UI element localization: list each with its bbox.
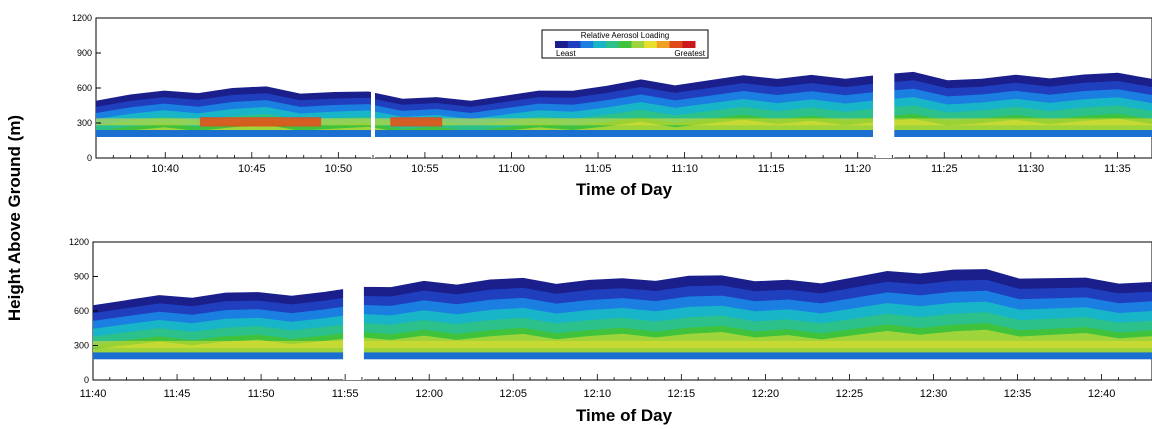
x-tick-label: 12:05	[499, 388, 527, 400]
x-tick-label: 11:10	[671, 163, 698, 175]
high-loading-band	[96, 118, 1152, 126]
y-tick-label: 300	[74, 341, 89, 351]
x-tick-label: 12:20	[752, 388, 780, 400]
x-tick-label: 11:30	[1017, 163, 1044, 175]
y-tick-label: 600	[74, 306, 89, 316]
x-tick-label: 11:20	[844, 163, 871, 175]
y-tick-label: 600	[77, 83, 92, 93]
panel-2-plot-area	[93, 243, 1152, 380]
x-tick-label: 12:40	[1088, 388, 1116, 400]
panel-1-plot-area	[96, 19, 1152, 158]
legend-low-label: Least	[556, 49, 576, 58]
legend-color-swatch	[682, 41, 696, 48]
x-tick-label: 12:10	[584, 388, 612, 400]
y-tick-label: 900	[74, 272, 89, 282]
x-tick-label: 12:25	[836, 388, 864, 400]
x-tick-label: 11:50	[248, 388, 275, 400]
legend-color-swatch	[669, 41, 683, 48]
x-tick-label: 11:25	[931, 163, 958, 175]
panel-2: 0 300 600 900 1200 11:40 11:45 11:50 11:55 12:00…	[69, 237, 1152, 425]
panel-1-y-ticks: 0 300 600 900 1200	[72, 13, 101, 163]
ground-return-band	[96, 130, 1152, 137]
legend-color-bar	[555, 41, 696, 48]
x-tick-label: 11:15	[758, 163, 785, 175]
x-tick-label: 10:45	[238, 163, 266, 175]
legend-color-swatch	[580, 41, 594, 48]
high-loading-band	[93, 340, 1152, 348]
panel-1-x-ticks: 10:40 10:45 10:50 10:55 11:00 11:05 11:10 11:15…	[95, 152, 1152, 175]
legend-color-swatch	[618, 41, 632, 48]
y-tick-label: 900	[77, 48, 92, 58]
x-tick-label: 11:00	[498, 163, 525, 175]
legend-high-label: Greatest	[674, 49, 705, 58]
x-tick-label: 11:45	[164, 388, 191, 400]
legend-color-swatch	[656, 41, 670, 48]
peak-loading-region	[199, 117, 322, 127]
data-gap	[343, 243, 364, 380]
x-tick-label: 10:55	[411, 163, 439, 175]
peak-loading-region	[390, 117, 443, 127]
x-tick-label: 11:55	[332, 388, 359, 400]
x-tick-label: 10:50	[325, 163, 353, 175]
legend-color-swatch	[605, 41, 620, 48]
x-tick-label: 12:15	[668, 388, 696, 400]
y-tick-label: 0	[84, 375, 89, 385]
legend-color-swatch	[567, 41, 581, 48]
y-tick-label: 1200	[72, 13, 92, 23]
legend-title: Relative Aerosol Loading	[581, 31, 670, 40]
x-tick-label: 10:40	[151, 163, 179, 175]
legend-color-swatch	[555, 41, 569, 48]
panel-2-x-ticks: 11:40 11:45 11:50 11:55 12:00 12:05 12:10 12:15…	[80, 374, 1152, 400]
x-tick-label: 12:35	[1004, 388, 1032, 400]
y-tick-label: 0	[87, 153, 92, 163]
legend: Relative Aerosol Loading Least Greatest	[541, 29, 709, 59]
x-tick-label: 12:30	[920, 388, 948, 400]
panel-1: 0 300 600 900 1200 10:40 10:45 10:50 10:55 11:00…	[72, 13, 1152, 199]
x-tick-label: 11:40	[80, 388, 107, 400]
panel-2-x-axis-title: Time of Day	[576, 406, 673, 425]
y-tick-label: 1200	[69, 237, 89, 247]
y-tick-label: 300	[77, 118, 92, 128]
legend-color-swatch	[593, 41, 607, 48]
y-axis-title: Height Above Ground (m)	[5, 115, 24, 321]
legend-color-swatch	[644, 41, 658, 48]
data-gap	[371, 19, 375, 158]
data-gap	[873, 19, 895, 158]
legend-color-swatch	[631, 41, 645, 48]
x-tick-label: 11:05	[585, 163, 612, 175]
panel-2-y-ticks: 0 300 600 900 1200	[69, 237, 98, 385]
x-tick-label: 12:00	[415, 388, 443, 400]
ground-return-band	[93, 352, 1152, 360]
x-tick-label: 11:35	[1104, 163, 1131, 175]
panel-1-x-axis-title: Time of Day	[576, 180, 673, 199]
